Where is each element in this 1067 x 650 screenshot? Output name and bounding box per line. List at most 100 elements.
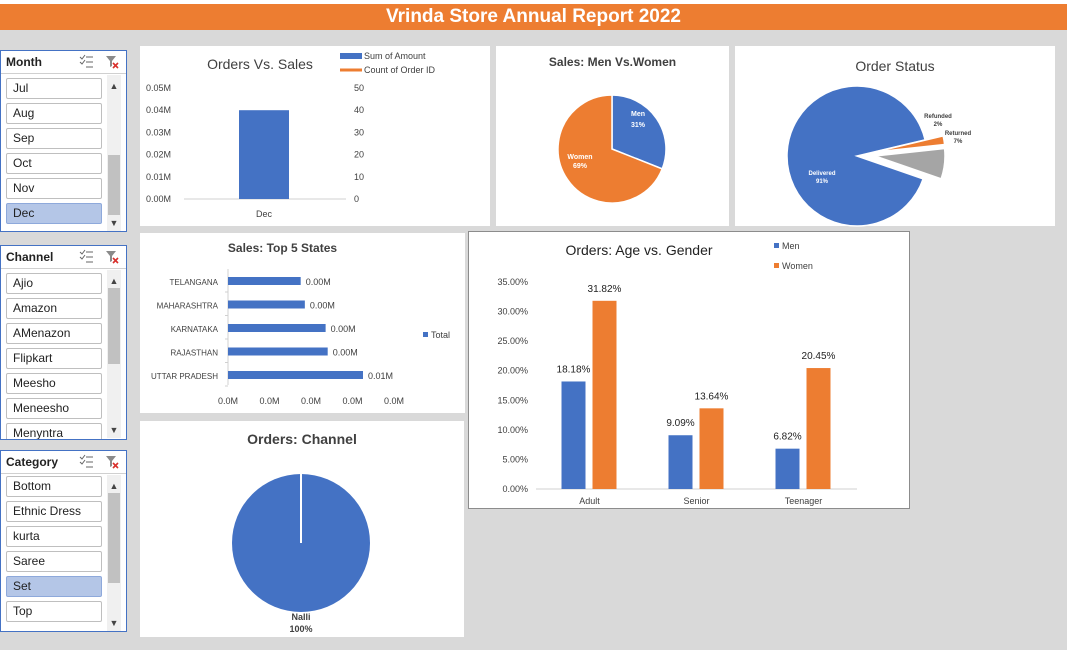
y-tick-label: MAHARASHTRA (157, 302, 219, 311)
pie-slice-women (557, 94, 664, 204)
slicer-item-dec[interactable]: Dec (6, 203, 102, 224)
y-tick-left: 0.02M (146, 150, 171, 160)
slicer-item-amenazon[interactable]: AMenazon (6, 323, 102, 344)
slicer-item-meneesho[interactable]: Meneesho (6, 398, 102, 419)
legend-label-women: Women (782, 261, 813, 271)
channel-slicer[interactable]: Channel Ajio Amazon AMenazon Flipkart Meesho… (0, 245, 127, 440)
bar-men-adult (561, 381, 586, 489)
slicer-item-nov[interactable]: Nov (6, 178, 102, 199)
pie-slice-returned (874, 147, 946, 180)
orders-vs-sales-chart[interactable]: Orders Vs. Sales 0.00M 0.01M 0.02M 0.03M 0.0… (140, 46, 490, 226)
month-slicer[interactable]: Month Jul Aug Sep Oct Nov Dec ▲ ▼ (0, 50, 127, 232)
bar-women-senior (699, 408, 724, 489)
slicer-item-ethnic-dress[interactable]: Ethnic Dress (6, 501, 102, 522)
age-gender-chart[interactable]: Orders: Age vs. Gender 0.00% 5.00% 10.00% 1… (468, 231, 910, 509)
y-tick-label: 5.00% (502, 454, 528, 464)
slicer-item-kurta[interactable]: kurta (6, 526, 102, 547)
slicer-item-set[interactable]: Set (6, 576, 102, 597)
clear-filter-icon[interactable] (105, 455, 119, 469)
y-tick-right: 40 (354, 105, 364, 115)
slicer-item-ajio[interactable]: Ajio (6, 273, 102, 294)
clear-filter-icon[interactable] (105, 55, 119, 69)
slicer-item-menyntra[interactable]: Menyntra (6, 423, 102, 439)
slice-label: Men (631, 111, 645, 118)
y-tick-right: 30 (354, 127, 364, 137)
scrollbar-thumb[interactable] (108, 493, 120, 583)
slicer-item-amazon[interactable]: Amazon (6, 298, 102, 319)
slice-pct: 69% (573, 163, 588, 170)
y-tick-left: 0.03M (146, 127, 171, 137)
data-label: 0.00M (306, 277, 331, 287)
scroll-up-icon[interactable]: ▲ (109, 481, 119, 491)
slicer-item-bottom[interactable]: Bottom (6, 476, 102, 497)
x-tick-label: Dec (256, 209, 273, 219)
multi-select-icon[interactable] (79, 54, 93, 68)
men-women-pie: Men 31% Women 69% (557, 94, 667, 204)
scrollbar-thumb[interactable] (108, 288, 120, 364)
channel-slicer-items: Ajio Amazon AMenazon Flipkart Meesho Meneesho… (1, 246, 106, 439)
legend-label-sum-of-amount: Sum of Amount (364, 51, 426, 61)
y-tick-right: 50 (354, 83, 364, 93)
clear-filter-icon[interactable] (105, 250, 119, 264)
top5-states-chart[interactable]: Sales: Top 5 States TELANGANA 0.00M MAHARA… (140, 233, 465, 413)
bar-women-teenager (806, 368, 831, 489)
x-tick-label: Teenager (785, 496, 823, 506)
slice-pct: 100% (289, 624, 312, 634)
chart-title: Orders: Age vs. Gender (565, 242, 713, 258)
slicer-item-oct[interactable]: Oct (6, 153, 102, 174)
slice-label: Delivered (808, 171, 835, 177)
scrollbar-thumb[interactable] (108, 155, 120, 215)
scroll-up-icon[interactable]: ▲ (109, 81, 119, 91)
legend-swatch-men (774, 243, 779, 248)
y-tick-left: 0.05M (146, 83, 171, 93)
orders-channel-chart[interactable]: Orders: Channel Nalli 100% (140, 421, 464, 637)
slicer-item-aug[interactable]: Aug (6, 103, 102, 124)
scroll-down-icon[interactable]: ▼ (109, 218, 119, 228)
slice-label: Returned (945, 131, 972, 137)
category-slicer-items: Bottom Ethnic Dress kurta Saree Set Top (1, 451, 106, 631)
x-tick-label: Senior (683, 496, 709, 506)
scroll-down-icon[interactable]: ▼ (109, 618, 119, 628)
slicer-item-meesho[interactable]: Meesho (6, 373, 102, 394)
y-tick-label: 30.00% (497, 307, 528, 317)
category-slicer[interactable]: Category Bottom Ethnic Dress kurta Saree Set… (0, 450, 127, 632)
sales-men-women-chart[interactable]: Sales: Men Vs.Women Men 31% Women 69% (496, 46, 729, 226)
slice-label: Women (567, 154, 592, 161)
scroll-down-icon[interactable]: ▼ (109, 425, 119, 435)
slicer-item-flipkart[interactable]: Flipkart (6, 348, 102, 369)
slicer-item-saree[interactable]: Saree (6, 551, 102, 572)
chart-title: Orders: Channel (247, 431, 357, 447)
x-tick-label: 0.0M (384, 396, 404, 406)
slice-label: Nalli (291, 612, 310, 622)
x-tick-label: Adult (579, 496, 600, 506)
orders-channel-pie: Nalli 100% (232, 474, 370, 634)
legend-label-men: Men (782, 241, 800, 251)
slice-pct: 31% (631, 122, 646, 129)
bar-maharashtra (228, 300, 305, 309)
data-label: 9.09% (666, 418, 694, 429)
chart-title: Order Status (855, 58, 935, 74)
slicer-header: Channel (1, 246, 126, 269)
slicer-item-top[interactable]: Top (6, 601, 102, 622)
scroll-up-icon[interactable]: ▲ (109, 276, 119, 286)
bar-men-teenager (775, 448, 800, 489)
bar-sum-of-amount (239, 110, 289, 199)
y-tick-label: 0.00% (502, 484, 528, 494)
order-status-chart[interactable]: Order Status Delivered 91% Refunded 2% Retur… (735, 46, 1055, 227)
y-tick-right: 20 (354, 150, 364, 160)
data-label: 18.18% (557, 364, 591, 375)
legend-swatch-sum-of-amount (340, 53, 362, 59)
x-tick-label: 0.0M (301, 396, 321, 406)
multi-select-icon[interactable] (79, 249, 93, 263)
x-tick-label: 0.0M (259, 396, 279, 406)
bar-karnataka (228, 324, 326, 332)
orders-vs-sales-plot: 0.00M 0.01M 0.02M 0.03M 0.04M 0.05M 0 10 20 30 40 5… (146, 51, 436, 219)
legend-label-total: Total (431, 330, 450, 340)
multi-select-icon[interactable] (79, 454, 93, 468)
legend-label-count-of-order-id: Count of Order ID (364, 65, 436, 75)
y-tick-label: 10.00% (497, 425, 528, 435)
y-tick-left: 0.01M (146, 172, 171, 182)
report-title: Vrinda Store Annual Report 2022 (386, 6, 681, 27)
slicer-item-jul[interactable]: Jul (6, 78, 102, 99)
slicer-item-sep[interactable]: Sep (6, 128, 102, 149)
